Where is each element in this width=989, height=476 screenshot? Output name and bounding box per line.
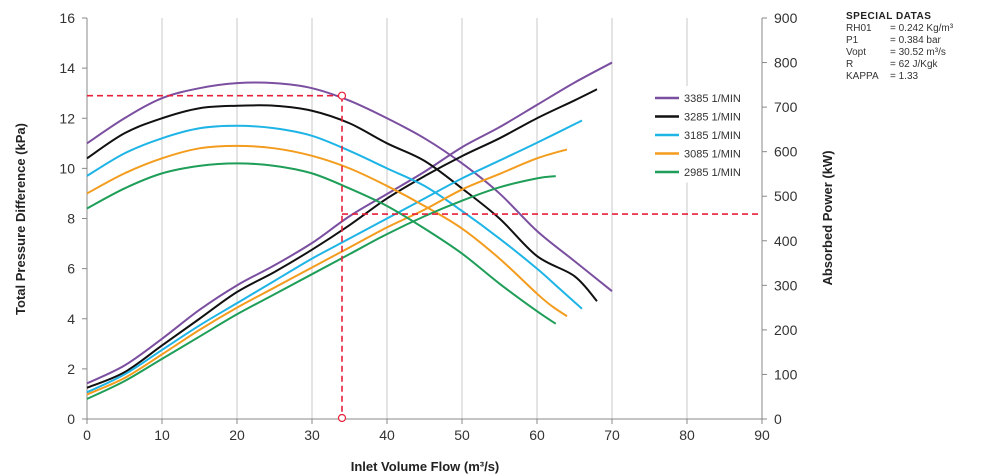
y-tick-label: 0 (67, 411, 75, 427)
legend-label: 3085 1/MIN (684, 149, 741, 161)
special-datas-key: R (846, 59, 854, 70)
y2-tick-label: 700 (774, 99, 798, 115)
x-tick-labels: 0 10 20 30 40 50 60 70 80 90 (83, 419, 770, 443)
power-curve-3085 (86, 148, 568, 396)
operating-point (87, 91, 762, 423)
legend-label: 2985 1/MIN (684, 167, 741, 179)
axes (86, 18, 763, 420)
x-tick-label: 30 (304, 427, 320, 443)
special-datas-key: KAPPA (846, 71, 879, 82)
x-tick-label: 50 (454, 427, 470, 443)
operating-point-marker (337, 91, 347, 100)
y2-tick-label: 500 (774, 188, 798, 204)
x-tick-label: 40 (379, 427, 395, 443)
y-tick-label: 14 (59, 60, 75, 76)
x-tick-label: 60 (529, 427, 545, 443)
y2-tick-label: 300 (774, 277, 798, 293)
x-tick-label: 80 (679, 427, 695, 443)
x-tick-label: 0 (83, 427, 91, 443)
y2-tick-label: 600 (774, 144, 798, 160)
x-axis-title: Inlet Volume Flow (m³/s) (351, 459, 500, 474)
special-datas-list: RH01 = 0.242 Kg/m³ P1 = 0.384 bar Vopt = 30.5… (846, 23, 986, 83)
y2-tick-label: 0 (774, 411, 782, 427)
y2-tick-label: 900 (774, 10, 798, 26)
legend: 3385 1/MIN 3285 1/MIN 3185 1/MIN 3085 1/MIN… (651, 86, 753, 183)
grid-lines (86, 18, 763, 419)
x-tick-label: 70 (604, 427, 620, 443)
pressure-curve-2985 (86, 162, 557, 325)
y-tick-label: 10 (59, 160, 75, 176)
y2-tick-label: 400 (774, 233, 798, 249)
special-datas-key: Vopt (846, 47, 867, 58)
y2-tick-label: 800 (774, 55, 798, 71)
y-axis-title: Total Pressure Difference (kPa) (13, 123, 28, 315)
pressure-curve-3085 (86, 144, 568, 318)
y-tick-label: 16 (59, 10, 75, 26)
y2-axis-title: Absorbed Power (kW) (820, 150, 835, 285)
power-curve-3285 (86, 88, 598, 389)
legend-label: 3285 1/MIN (684, 112, 741, 124)
special-datas-key: P1 (846, 35, 859, 46)
special-datas-panel: SPECIAL DATAS RH01 = 0.242 Kg/m³ P1 = 0.384… (846, 11, 986, 83)
y-tick-label: 8 (67, 211, 75, 227)
legend-label: 3185 1/MIN (684, 130, 741, 142)
pressure-curve-3285 (86, 104, 598, 302)
y2-tick-labels: 0 100 200 300 400 500 600 700 800 900 (762, 10, 798, 427)
y-tick-label: 6 (67, 261, 75, 277)
special-datas-row: Vopt = 30.52 m³/s (846, 47, 986, 59)
special-datas-key: RH01 (846, 23, 872, 34)
special-datas-value: = 62 J/Kgk (890, 59, 938, 70)
special-datas-row: P1 = 0.384 bar (846, 35, 986, 47)
x-tick-label: 90 (754, 427, 770, 443)
special-datas-row: KAPPA = 1.33 (846, 71, 986, 83)
series-lines (86, 61, 613, 400)
x-tick-label: 10 (154, 427, 170, 443)
power-curve-3385 (86, 61, 613, 385)
special-datas-row: R = 62 J/Kgk (846, 59, 986, 71)
y-tick-label: 12 (59, 110, 75, 126)
x-tick-label: 20 (229, 427, 245, 443)
special-datas-value: = 1.33 (890, 71, 919, 82)
pressure-curve-3385 (86, 81, 613, 292)
y2-tick-label: 100 (774, 366, 798, 382)
operating-flow-marker (337, 413, 347, 423)
pressure-curve-3185 (86, 124, 583, 310)
legend-label: 3385 1/MIN (684, 93, 741, 105)
special-datas-title: SPECIAL DATAS (846, 11, 932, 22)
special-datas-value: = 30.52 m³/s (890, 47, 946, 58)
special-datas-row: RH01 = 0.242 Kg/m³ (846, 23, 986, 35)
y-tick-labels: 0 2 4 6 8 10 12 14 16 (59, 10, 87, 427)
special-datas-value: = 0.384 bar (890, 35, 941, 46)
special-datas-value: = 0.242 Kg/m³ (890, 23, 954, 34)
power-curve-2985 (86, 175, 556, 400)
y-tick-label: 2 (67, 361, 75, 377)
y-tick-label: 4 (67, 311, 75, 327)
y2-tick-label: 200 (774, 322, 798, 338)
power-curve-3185 (86, 119, 583, 394)
